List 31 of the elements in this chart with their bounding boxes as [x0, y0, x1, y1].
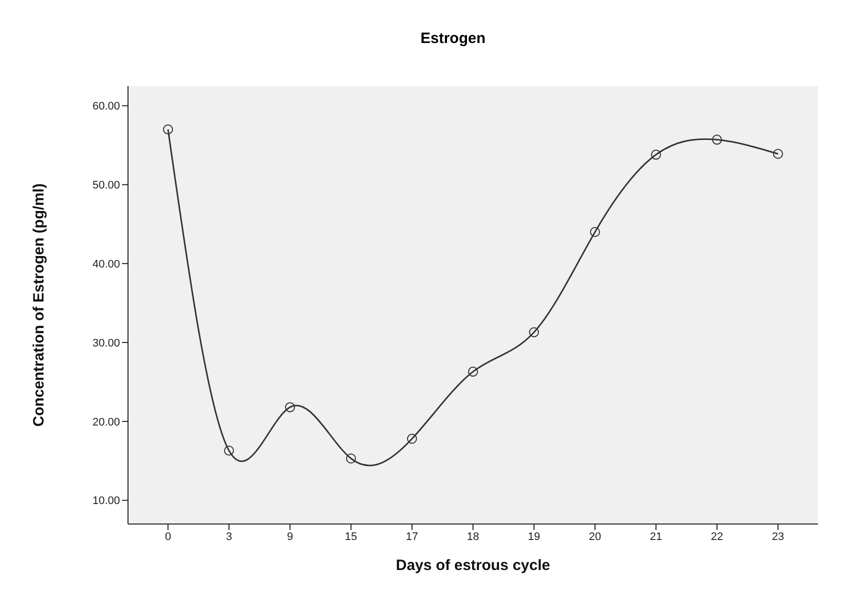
y-tick-label: 20.00	[92, 416, 120, 428]
point	[163, 124, 173, 134]
x-tick-label: 17	[406, 530, 418, 543]
y-axis-title: Concentration of Estrogen (pg/ml)	[30, 183, 48, 427]
y-tick-label: 10.00	[92, 495, 120, 508]
x-tick-label: 0	[164, 530, 172, 543]
y-tick-label: 40.00	[92, 258, 120, 270]
point	[529, 327, 539, 338]
x-tick-label: 20	[588, 530, 602, 543]
point	[651, 150, 661, 160]
point	[407, 434, 417, 444]
point	[468, 366, 478, 377]
chart-title: Estrogen	[419, 30, 486, 47]
x-tick-label: 15	[344, 530, 358, 543]
x-tick-label: 23	[772, 530, 784, 543]
x-tick-label: 18	[466, 530, 480, 543]
point	[712, 134, 722, 145]
x-tick-label: 9	[286, 530, 294, 543]
y-tick-label: 60.00	[92, 100, 120, 113]
x-tick-label: 19	[528, 530, 540, 543]
y-tick-label: 30.00	[92, 337, 120, 350]
point	[346, 453, 356, 464]
point	[773, 148, 783, 159]
y-tick-label: 50.00	[92, 180, 120, 192]
point	[590, 227, 600, 237]
x-axis-title: Days of estrous cycle	[396, 557, 550, 574]
x-tick-label: 3	[226, 530, 232, 543]
x-tick-label: 21	[650, 530, 662, 543]
x-tick-label: 22	[710, 530, 724, 543]
point	[224, 446, 234, 456]
point	[285, 402, 295, 412]
